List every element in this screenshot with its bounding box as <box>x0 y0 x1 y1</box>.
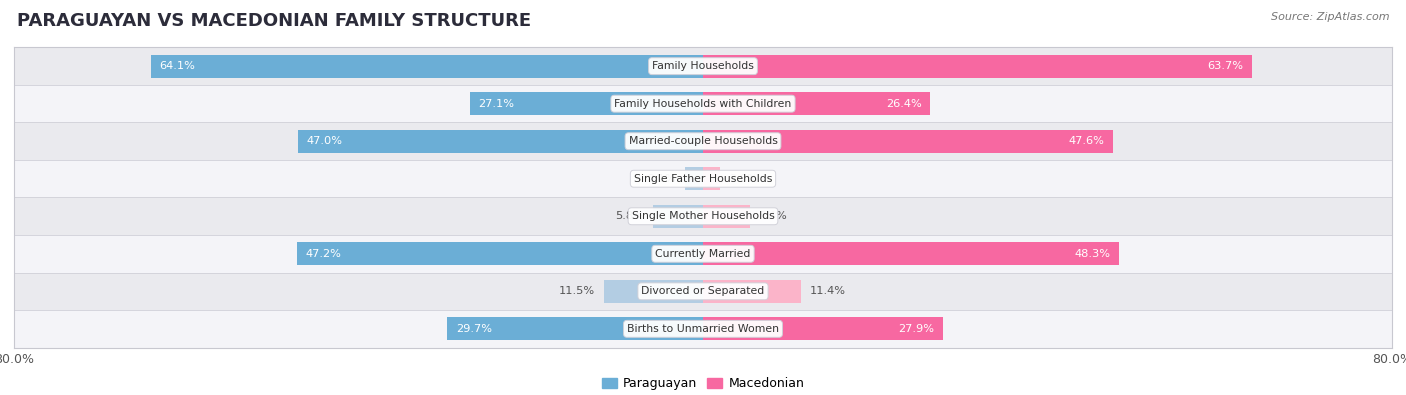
Text: Source: ZipAtlas.com: Source: ZipAtlas.com <box>1271 12 1389 22</box>
Bar <box>14 235 1392 273</box>
Text: 2.0%: 2.0% <box>728 174 758 184</box>
Bar <box>298 130 703 153</box>
Text: Married-couple Households: Married-couple Households <box>628 136 778 146</box>
Text: 2.1%: 2.1% <box>648 174 676 184</box>
Text: 11.4%: 11.4% <box>810 286 846 296</box>
Text: 64.1%: 64.1% <box>160 61 195 71</box>
Text: PARAGUAYAN VS MACEDONIAN FAMILY STRUCTURE: PARAGUAYAN VS MACEDONIAN FAMILY STRUCTUR… <box>17 12 531 30</box>
Bar <box>14 160 1392 198</box>
Bar <box>14 273 1392 310</box>
Text: 47.0%: 47.0% <box>307 136 343 146</box>
Legend: Paraguayan, Macedonian: Paraguayan, Macedonian <box>596 372 810 395</box>
Bar <box>703 317 943 340</box>
Bar <box>470 92 703 115</box>
Text: 48.3%: 48.3% <box>1074 249 1111 259</box>
Text: Divorced or Separated: Divorced or Separated <box>641 286 765 296</box>
Text: Family Households: Family Households <box>652 61 754 71</box>
Bar <box>703 167 720 190</box>
Text: 47.2%: 47.2% <box>305 249 342 259</box>
Bar <box>605 280 703 303</box>
Bar <box>703 280 801 303</box>
Bar <box>150 55 703 78</box>
Text: Family Households with Children: Family Households with Children <box>614 99 792 109</box>
Bar <box>297 242 703 265</box>
Text: 29.7%: 29.7% <box>456 324 492 334</box>
Bar <box>703 92 931 115</box>
Text: 5.4%: 5.4% <box>758 211 787 221</box>
Bar <box>14 198 1392 235</box>
Bar <box>447 317 703 340</box>
Bar <box>703 55 1251 78</box>
Bar <box>14 310 1392 348</box>
Text: 63.7%: 63.7% <box>1206 61 1243 71</box>
Text: Single Mother Households: Single Mother Households <box>631 211 775 221</box>
Bar <box>703 130 1114 153</box>
Text: 27.9%: 27.9% <box>898 324 935 334</box>
Bar <box>685 167 703 190</box>
Text: Births to Unmarried Women: Births to Unmarried Women <box>627 324 779 334</box>
Text: 11.5%: 11.5% <box>560 286 595 296</box>
Text: 5.8%: 5.8% <box>616 211 644 221</box>
Text: Currently Married: Currently Married <box>655 249 751 259</box>
Bar <box>14 122 1392 160</box>
Bar <box>703 205 749 228</box>
Bar <box>703 242 1119 265</box>
Bar <box>14 47 1392 85</box>
Bar <box>652 205 703 228</box>
Text: 27.1%: 27.1% <box>478 99 515 109</box>
Text: 47.6%: 47.6% <box>1069 136 1104 146</box>
Text: Single Father Households: Single Father Households <box>634 174 772 184</box>
Bar <box>14 85 1392 122</box>
Text: 26.4%: 26.4% <box>886 99 922 109</box>
